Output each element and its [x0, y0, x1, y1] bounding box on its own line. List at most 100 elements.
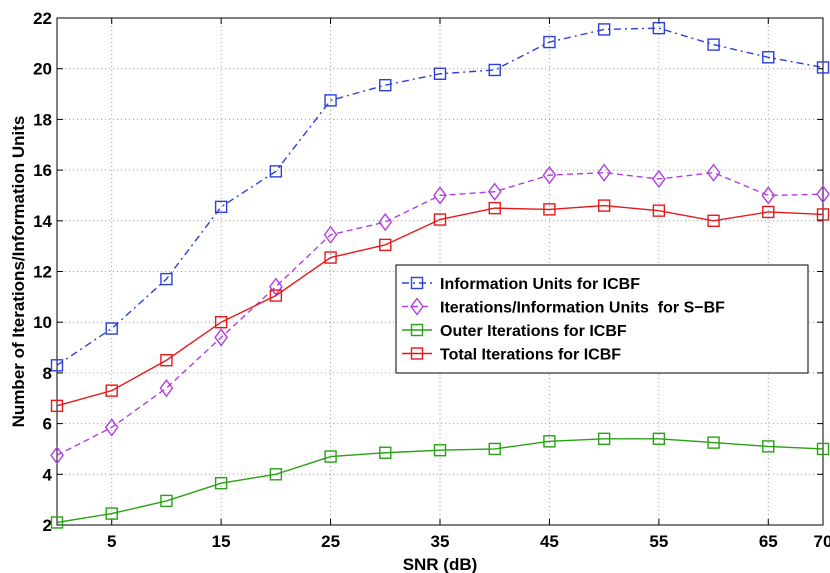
data-point: [487, 182, 502, 201]
y-tick-label: 10: [33, 313, 52, 332]
data-point: [323, 225, 338, 244]
data-point: [379, 238, 392, 252]
data-point: [816, 208, 830, 221]
x-tick-label: 5: [107, 532, 116, 551]
data-point: [324, 251, 337, 264]
data-point: [542, 166, 557, 185]
data-point: [105, 384, 118, 397]
data-point: [379, 78, 392, 92]
data-point: [816, 442, 830, 456]
series-2: [50, 163, 830, 465]
data-point: [104, 418, 119, 437]
legend-marker: [410, 347, 424, 360]
legend-label: Outer Iterations for ICBF: [440, 323, 627, 340]
series-line: [56, 204, 824, 407]
data-point: [378, 212, 393, 232]
data-point: [762, 205, 775, 219]
data-point: [269, 468, 283, 481]
data-point: [543, 203, 556, 216]
x-tick-label: 45: [540, 532, 559, 551]
data-point: [652, 204, 666, 217]
data-point: [707, 436, 720, 449]
legend-entry: Total Iterations for ICBF: [402, 347, 621, 364]
x-tick-label: 15: [212, 532, 231, 551]
data-point: [816, 185, 830, 204]
legend: Information Units for ICBF Iterations/Inf…: [395, 264, 809, 374]
data-point: [324, 450, 337, 463]
data-point: [762, 51, 775, 64]
data-point: [652, 21, 666, 35]
x-tick-label: 25: [321, 532, 340, 551]
data-point: [269, 165, 283, 178]
legend-marker: [410, 276, 424, 290]
y-tick-label: 20: [33, 60, 52, 79]
y-tick-label: 12: [33, 263, 52, 282]
y-tick-label: 18: [33, 110, 52, 129]
x-tick-label: 55: [649, 532, 668, 551]
series-line: [56, 171, 824, 456]
data-point: [597, 163, 612, 182]
data-point: [651, 169, 666, 189]
data-point: [214, 316, 228, 329]
series-line: [56, 438, 824, 524]
legend-marker: [410, 323, 424, 337]
series-4: [50, 199, 830, 413]
data-point: [159, 378, 174, 398]
legend-marker: [410, 297, 424, 316]
data-point: [488, 442, 501, 456]
data-point: [324, 94, 337, 107]
data-point: [214, 476, 228, 490]
data-point: [597, 432, 611, 446]
y-axis-title: Number of Iterations/Information Units: [9, 116, 28, 428]
legend-label: Total Iterations for ICBF: [440, 347, 621, 364]
x-tick-label: 35: [431, 532, 450, 551]
x-tick-label: 65: [759, 532, 778, 551]
data-point: [488, 201, 501, 215]
data-point: [597, 199, 611, 212]
y-tick-label: 2: [43, 516, 52, 535]
data-point: [433, 213, 447, 226]
data-point: [543, 35, 556, 49]
data-point: [488, 63, 501, 77]
data-point: [761, 186, 776, 205]
y-tick-label: 8: [43, 364, 52, 383]
data-point: [597, 23, 611, 36]
x-tick-label: 70: [814, 532, 830, 551]
data-point: [105, 507, 118, 520]
legend-entry: Outer Iterations for ICBF: [402, 323, 627, 340]
data-point: [706, 163, 721, 182]
y-tick-label: 22: [33, 9, 52, 28]
data-point: [214, 200, 228, 214]
x-axis-title: SNR (dB): [403, 555, 478, 573]
y-tick-label: 4: [43, 465, 53, 484]
data-point: [160, 494, 173, 508]
data-point: [433, 67, 447, 80]
data-point: [269, 289, 283, 302]
data-point: [816, 61, 830, 74]
data-point: [652, 432, 666, 446]
series-3: [50, 432, 830, 529]
y-tick-label: 14: [33, 212, 52, 231]
data-point: [379, 446, 392, 459]
legend-label: Iterations/Information Units for S−BF: [440, 300, 725, 317]
data-point: [160, 354, 173, 367]
series-layer: [50, 21, 830, 529]
data-point: [433, 444, 447, 457]
data-point: [50, 399, 64, 413]
legend-label: Information Units for ICBF: [440, 276, 640, 293]
legend-entry: Iterations/Information Units for S−BF: [402, 297, 725, 317]
data-point: [707, 38, 720, 51]
data-point: [762, 440, 775, 453]
data-point: [50, 516, 64, 529]
data-point: [214, 328, 229, 347]
y-tick-label: 16: [33, 161, 52, 180]
y-tick-label: 6: [43, 415, 52, 434]
data-point: [160, 272, 173, 286]
axes: 5 15 25 35 45 55 65 70 2 4 6 8 10 12 14 16 18 20 22: [33, 9, 830, 551]
data-point: [50, 359, 64, 372]
data-point: [543, 435, 556, 448]
data-point: [707, 214, 720, 228]
data-point: [50, 446, 64, 465]
grid: [57, 18, 823, 525]
